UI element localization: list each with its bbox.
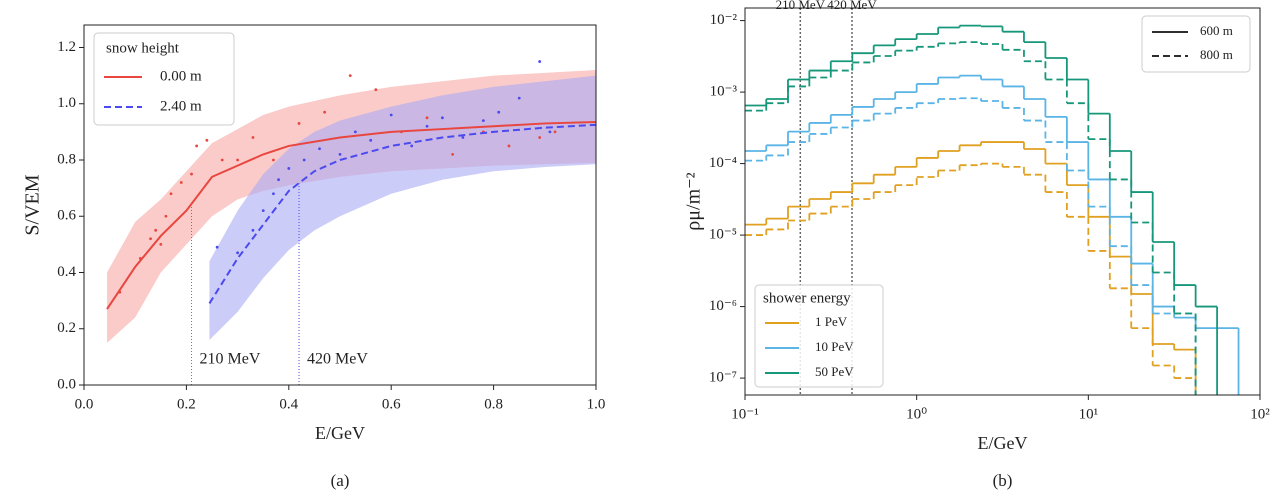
scatter-point [272,192,275,196]
scatter-point [481,119,485,123]
y-tick-label: 10⁻³ [710,84,738,100]
y-tick-label: 10⁻² [710,12,738,28]
annotation: 420 MeV [307,351,368,368]
y-tick-label: 0.8 [57,151,76,167]
scatter-point [497,110,501,114]
scatter-point [338,152,342,156]
scatter-point [538,60,542,63]
scatter-point [277,178,280,182]
annotation: 420 MeV [827,0,877,12]
scatter-point [461,136,465,139]
scatter-point [297,122,301,125]
x-axis-label: E/GeV [978,433,1028,453]
y-tick-label: 0.2 [57,320,76,336]
scatter-point [369,138,373,142]
x-tick-label: 0.0 [75,396,94,412]
scatter-point [169,192,173,196]
scatter-point [215,245,219,249]
scatter-point [441,116,444,120]
scatter-point [159,242,163,246]
scatter-point [553,130,557,134]
scatter-point [302,158,306,162]
scatter-point [205,138,209,142]
x-tick-label: 1.0 [587,396,606,412]
y-tick-label: 10⁻⁵ [709,227,737,243]
x-tick-label: 0.2 [177,396,196,412]
scatter-point [261,209,265,213]
plot-frame [744,7,1261,396]
scatter-point [507,144,511,148]
x-tick-label: 10² [1250,406,1270,422]
band [209,75,596,340]
scatter-point [323,110,327,114]
scatter-point [195,144,199,148]
x-tick-label: 0.6 [382,396,401,412]
legend-label: 50 PeV [815,364,854,379]
scatter-point [538,136,542,139]
legend-box [754,284,884,388]
x-tick-label: 0.4 [279,396,298,412]
y-tick-label: 0.4 [57,264,76,280]
scatter-point [190,172,193,176]
legend-label: 10 PeV [815,339,854,354]
plot-frame [83,24,597,386]
scatter-point [318,147,321,151]
scatter-point [353,130,357,134]
scatter-point [164,214,168,218]
caption: (a) [331,471,350,490]
x-tick-label: 10¹ [1079,406,1099,422]
y-tick-label: 1.2 [57,39,76,55]
scatter-point [220,158,224,162]
x-tick-label: 10⁰ [906,406,927,422]
legend-title: shower energy [763,290,851,306]
legend-box [1141,15,1251,73]
y-tick-label: 0.0 [57,376,76,392]
y-tick-label: 10⁻⁴ [709,155,737,171]
legend-label: 2.40 m [160,98,202,114]
legend-title: snow height [106,40,180,56]
annotation: 210 MeV [776,0,826,12]
scatter-point [149,237,152,241]
scatter-point [548,130,552,134]
legend-label: 1 PeV [815,314,848,329]
y-tick-label: 10⁻⁷ [709,370,737,386]
scatter-point [374,88,378,92]
scatter-point [425,124,429,128]
y-tick-label: 0.6 [57,208,76,224]
scatter-point [348,74,352,78]
scatter-point [425,116,429,120]
scatter-point [251,136,255,139]
scatter-point [451,152,455,156]
x-axis-label: E/GeV [315,423,365,443]
x-tick-label: 10⁻¹ [731,406,758,422]
y-tick-label: 1.0 [57,95,76,111]
legend-label: 800 m [1200,47,1233,62]
scatter-point [410,144,414,148]
line [208,123,597,304]
y-axis-label: ρμ/m⁻² [683,172,705,230]
legend-label: 0.00 m [160,68,202,84]
scatter-point [287,167,291,170]
scatter-point [236,251,240,255]
scatter-point [272,158,275,162]
scatter-point [389,113,393,117]
annotation: 210 MeV [200,351,261,368]
legend-label: 600 m [1200,23,1233,38]
caption: (b) [993,471,1013,490]
scatter-point [517,96,521,100]
scatter-point [251,228,255,232]
scatter-point [236,158,240,162]
x-tick-label: 0.8 [484,396,503,412]
legend-box [93,32,235,126]
y-tick-label: 10⁻⁶ [709,298,737,314]
line [106,121,597,310]
scatter-point [154,228,158,232]
scatter-point [179,181,183,184]
y-axis-label: S/VEM [22,174,44,235]
